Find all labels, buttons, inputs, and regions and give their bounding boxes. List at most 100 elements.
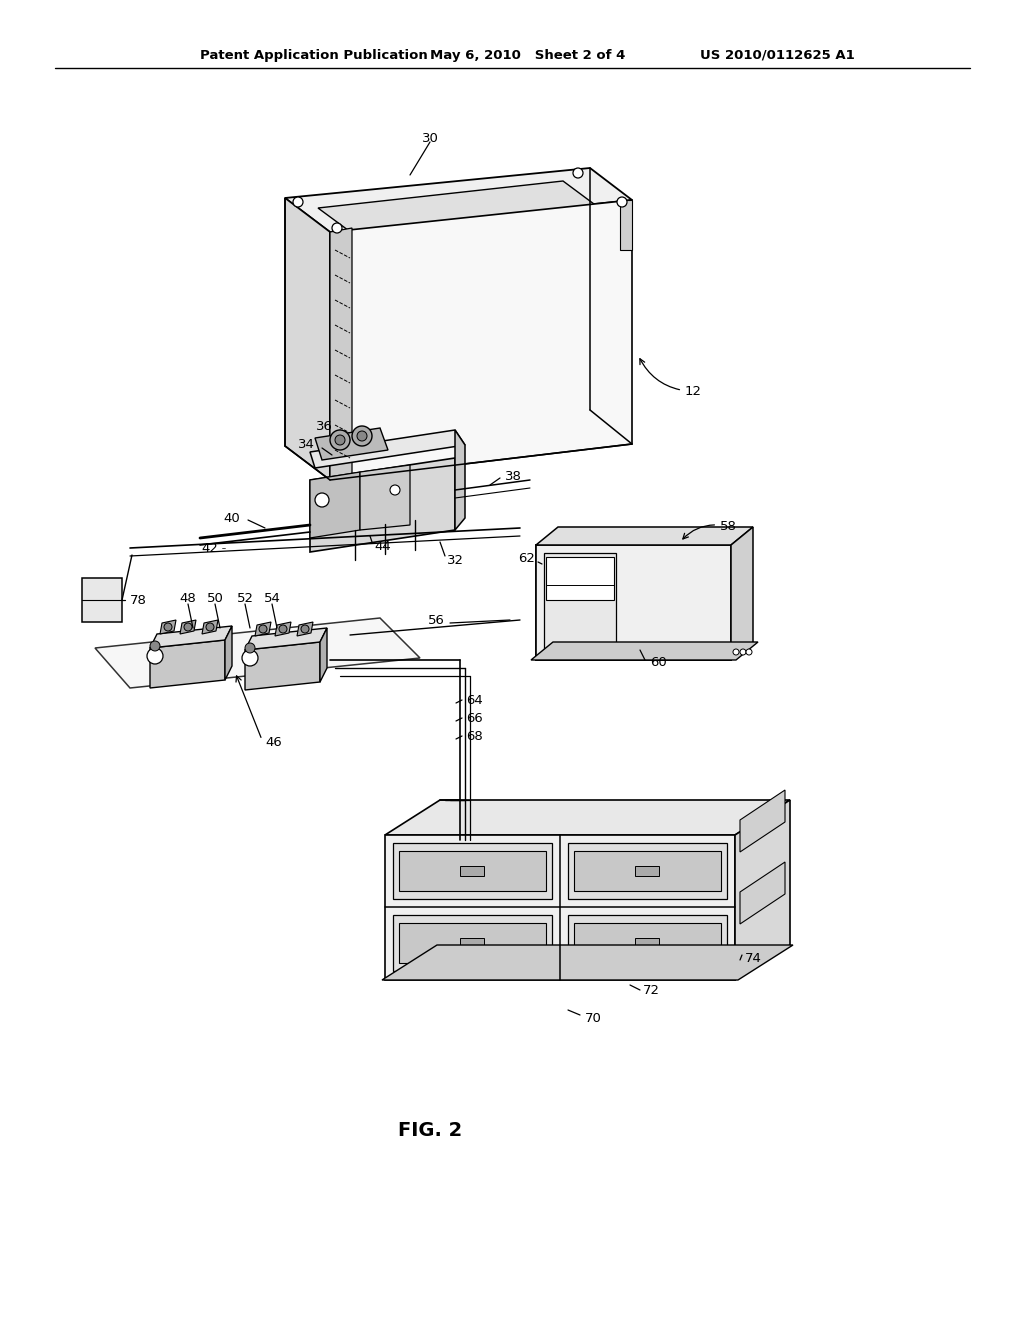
Text: 44: 44 xyxy=(374,540,391,553)
Polygon shape xyxy=(160,620,176,634)
Polygon shape xyxy=(95,618,420,688)
Text: 70: 70 xyxy=(585,1011,602,1024)
Polygon shape xyxy=(455,430,465,531)
Polygon shape xyxy=(574,923,721,964)
Polygon shape xyxy=(82,578,122,622)
Polygon shape xyxy=(635,866,659,876)
Polygon shape xyxy=(574,851,721,891)
Text: 60: 60 xyxy=(650,656,667,669)
Polygon shape xyxy=(385,800,790,836)
Circle shape xyxy=(332,223,342,234)
Text: 52: 52 xyxy=(237,591,254,605)
Circle shape xyxy=(164,623,172,631)
Polygon shape xyxy=(740,862,785,924)
Text: 50: 50 xyxy=(207,591,223,605)
Circle shape xyxy=(184,623,193,631)
Polygon shape xyxy=(740,789,785,851)
Polygon shape xyxy=(275,622,291,636)
Polygon shape xyxy=(315,428,388,459)
Text: 48: 48 xyxy=(179,591,197,605)
Polygon shape xyxy=(460,866,484,876)
Circle shape xyxy=(335,436,345,445)
Polygon shape xyxy=(531,642,758,660)
Text: 34: 34 xyxy=(298,438,315,451)
Polygon shape xyxy=(546,557,614,601)
Polygon shape xyxy=(731,527,753,660)
Polygon shape xyxy=(297,622,313,636)
Circle shape xyxy=(390,484,400,495)
Text: Patent Application Publication: Patent Application Publication xyxy=(200,49,428,62)
Circle shape xyxy=(315,492,329,507)
Polygon shape xyxy=(360,465,410,531)
Polygon shape xyxy=(330,201,632,480)
Text: 12: 12 xyxy=(640,359,702,399)
Polygon shape xyxy=(202,620,218,634)
Circle shape xyxy=(357,432,367,441)
Polygon shape xyxy=(330,228,352,480)
Polygon shape xyxy=(536,545,731,660)
Polygon shape xyxy=(635,939,659,948)
Circle shape xyxy=(573,168,583,178)
Text: 38: 38 xyxy=(505,470,522,483)
Polygon shape xyxy=(568,843,727,899)
Text: 42: 42 xyxy=(201,541,218,554)
Text: 62: 62 xyxy=(518,552,535,565)
Polygon shape xyxy=(544,553,616,652)
Circle shape xyxy=(245,643,255,653)
Polygon shape xyxy=(399,923,546,964)
Polygon shape xyxy=(255,622,271,636)
Text: 64: 64 xyxy=(466,693,482,706)
Circle shape xyxy=(330,430,350,450)
Polygon shape xyxy=(735,800,790,979)
Circle shape xyxy=(150,642,160,651)
Polygon shape xyxy=(285,168,632,232)
Polygon shape xyxy=(382,945,793,979)
Text: 74: 74 xyxy=(745,952,762,965)
Text: 36: 36 xyxy=(316,421,333,433)
Polygon shape xyxy=(536,527,753,545)
Polygon shape xyxy=(568,915,727,972)
Polygon shape xyxy=(310,458,455,552)
Text: FIG. 2: FIG. 2 xyxy=(398,1121,462,1139)
Text: May 6, 2010   Sheet 2 of 4: May 6, 2010 Sheet 2 of 4 xyxy=(430,49,626,62)
Text: US 2010/0112625 A1: US 2010/0112625 A1 xyxy=(700,49,855,62)
Circle shape xyxy=(740,649,746,655)
Text: 68: 68 xyxy=(466,730,482,742)
Text: 72: 72 xyxy=(643,983,660,997)
Circle shape xyxy=(279,624,287,634)
Polygon shape xyxy=(310,473,360,539)
Text: 56: 56 xyxy=(428,614,445,627)
Circle shape xyxy=(352,426,372,446)
Text: 30: 30 xyxy=(422,132,438,144)
Polygon shape xyxy=(225,626,232,680)
Text: 40: 40 xyxy=(223,511,240,524)
Circle shape xyxy=(746,649,752,655)
Polygon shape xyxy=(318,181,598,236)
Polygon shape xyxy=(536,545,731,660)
Circle shape xyxy=(259,624,267,634)
Polygon shape xyxy=(385,836,735,979)
Polygon shape xyxy=(245,628,327,649)
Polygon shape xyxy=(460,939,484,948)
Polygon shape xyxy=(393,843,552,899)
Polygon shape xyxy=(319,628,327,682)
Polygon shape xyxy=(620,201,632,249)
Polygon shape xyxy=(150,626,232,648)
Circle shape xyxy=(242,649,258,667)
Text: 58: 58 xyxy=(683,520,737,539)
Text: 78: 78 xyxy=(130,594,146,606)
Polygon shape xyxy=(310,430,465,469)
Polygon shape xyxy=(285,198,330,480)
Polygon shape xyxy=(393,915,552,972)
Text: 54: 54 xyxy=(263,591,281,605)
Text: 66: 66 xyxy=(466,711,482,725)
Circle shape xyxy=(293,197,303,207)
Text: 46: 46 xyxy=(265,737,282,750)
Circle shape xyxy=(147,648,163,664)
Circle shape xyxy=(301,624,309,634)
Polygon shape xyxy=(245,642,319,690)
Polygon shape xyxy=(150,640,225,688)
Text: 32: 32 xyxy=(447,553,464,566)
Circle shape xyxy=(617,197,627,207)
Circle shape xyxy=(733,649,739,655)
